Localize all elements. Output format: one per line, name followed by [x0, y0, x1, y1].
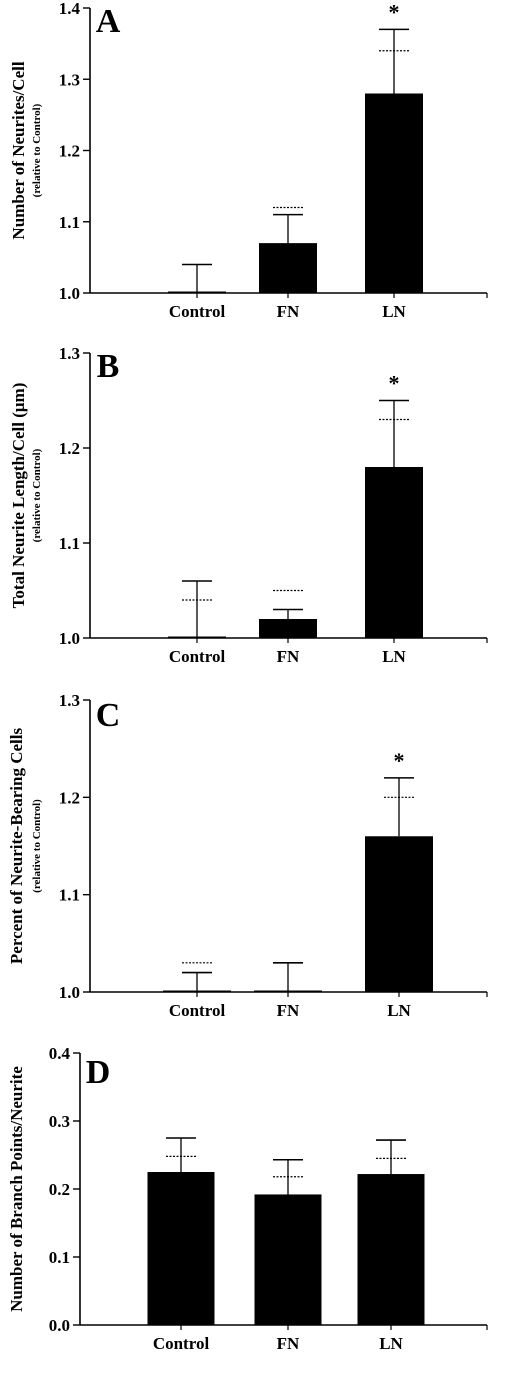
y-axis-label: Total Neurite Length/Cell (μm) — [9, 383, 28, 609]
panel-letter: A — [96, 3, 121, 40]
panel-letter: C — [96, 697, 121, 734]
category-label: LN — [382, 302, 406, 321]
y-tick-label: 0.3 — [49, 1112, 70, 1131]
y-tick-label: 1.4 — [59, 0, 81, 18]
bar — [259, 243, 317, 293]
y-tick-label: 1.2 — [59, 439, 80, 458]
y-tick-label: 1.2 — [59, 788, 80, 807]
chart-panel-b: 1.0 1.1 1.2 1.3 Control FN * LN B Total Neurite L… — [9, 344, 488, 666]
y-axis-label: Number of Neurites/Cell — [9, 61, 28, 239]
panel-letter: B — [97, 348, 120, 385]
y-tick-label: 0.4 — [49, 1044, 71, 1063]
y-tick-label: 1.0 — [59, 629, 80, 648]
y-tick-label: 1.0 — [59, 284, 80, 303]
significance-marker: * — [394, 748, 405, 773]
bar — [147, 1172, 215, 1325]
bar — [168, 636, 226, 638]
category-label: Control — [169, 647, 226, 666]
bar — [259, 619, 317, 638]
chart-panel-d: 0.0 0.1 0.2 0.3 0.4 Control FN LN D Number of Bra… — [7, 1044, 488, 1353]
category-label: FN — [277, 1334, 300, 1353]
y-tick-label: 1.1 — [59, 213, 80, 232]
chart-panel-a: 1.0 1.1 1.2 1.3 1.4 Control FN * LN A Number of Ne… — [9, 0, 488, 321]
chart-panel-c: 1.0 1.1 1.2 1.3 Control FN * LN C Percent of Neur… — [7, 691, 488, 1020]
bar — [357, 1174, 425, 1325]
y-axis-sublabel: (relative to Control) — [31, 103, 43, 197]
bar — [163, 990, 231, 992]
y-tick-label: 1.0 — [59, 983, 80, 1002]
category-label: FN — [277, 647, 300, 666]
y-tick-label: 1.3 — [59, 344, 80, 363]
category-label: LN — [379, 1334, 403, 1353]
y-tick-label: 0.1 — [49, 1248, 70, 1267]
y-tick-label: 1.1 — [59, 534, 80, 553]
category-label: Control — [169, 1001, 226, 1020]
category-label: FN — [277, 302, 300, 321]
significance-marker: * — [389, 371, 400, 396]
y-tick-label: 1.1 — [59, 886, 80, 905]
panel-letter: D — [86, 1054, 111, 1091]
y-tick-label: 0.2 — [49, 1180, 70, 1199]
bar — [254, 1194, 322, 1325]
category-label: Control — [169, 302, 226, 321]
category-label: FN — [277, 1001, 300, 1020]
bar — [365, 836, 433, 992]
bar — [168, 291, 226, 293]
y-tick-label: 1.2 — [59, 142, 80, 161]
y-tick-label: 0.0 — [49, 1316, 70, 1335]
y-axis-sublabel: (relative to Control) — [31, 448, 43, 542]
bar — [254, 990, 322, 992]
y-axis-sublabel: (relative to Control) — [31, 799, 43, 893]
y-tick-label: 1.3 — [59, 70, 80, 89]
category-label: Control — [153, 1334, 210, 1353]
bar — [365, 467, 423, 638]
y-tick-label: 1.3 — [59, 691, 80, 710]
y-axis-label: Number of Branch Points/Neurite — [7, 1066, 26, 1312]
category-label: LN — [387, 1001, 411, 1020]
bar — [365, 93, 423, 293]
y-axis-label: Percent of Neurite-Bearing Cells — [7, 728, 26, 965]
category-label: LN — [382, 647, 406, 666]
significance-marker: * — [389, 0, 400, 24]
